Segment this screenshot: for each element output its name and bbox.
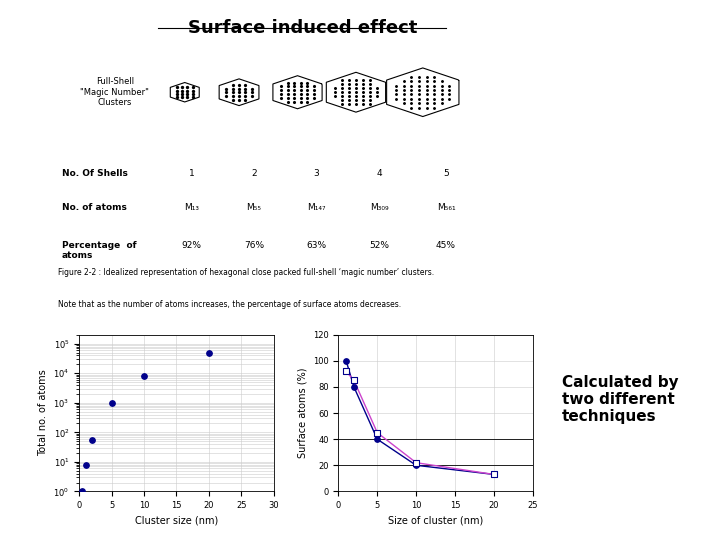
Text: M₅₅: M₅₅ bbox=[246, 202, 261, 212]
Point bbox=[341, 367, 352, 376]
Text: 63%: 63% bbox=[307, 241, 327, 249]
Text: Figure 2-2 : Idealized representation of hexagonal close packed full-shell ‘magi: Figure 2-2 : Idealized representation of… bbox=[58, 268, 433, 276]
Text: Note that as the number of atoms increases, the percentage of surface atoms decr: Note that as the number of atoms increas… bbox=[58, 300, 401, 309]
Y-axis label: Total no. of atoms: Total no. of atoms bbox=[37, 370, 48, 456]
Text: M₃₀₉: M₃₀₉ bbox=[369, 202, 388, 212]
Text: Percentage  of
atoms: Percentage of atoms bbox=[62, 241, 137, 260]
Text: M₅₆₁: M₅₆₁ bbox=[436, 202, 455, 212]
Point bbox=[80, 461, 91, 469]
Point bbox=[86, 436, 98, 444]
Y-axis label: Surface atoms (%): Surface atoms (%) bbox=[297, 368, 307, 458]
Text: 5: 5 bbox=[443, 169, 449, 178]
Text: 1: 1 bbox=[189, 169, 194, 178]
Point bbox=[410, 461, 422, 470]
Text: 3: 3 bbox=[314, 169, 320, 178]
Text: 76%: 76% bbox=[244, 241, 264, 249]
Point bbox=[203, 348, 215, 357]
Text: M₁₄₇: M₁₄₇ bbox=[307, 202, 326, 212]
Point bbox=[488, 470, 500, 479]
Point bbox=[106, 399, 117, 407]
Polygon shape bbox=[171, 83, 199, 102]
Point bbox=[348, 376, 360, 385]
Text: No. Of Shells: No. Of Shells bbox=[62, 169, 128, 178]
Text: 52%: 52% bbox=[369, 241, 389, 249]
Point bbox=[488, 470, 500, 479]
Polygon shape bbox=[326, 72, 386, 112]
Text: 4: 4 bbox=[376, 169, 382, 178]
Point bbox=[341, 356, 352, 365]
Polygon shape bbox=[273, 76, 322, 109]
X-axis label: Cluster size (nm): Cluster size (nm) bbox=[135, 516, 218, 525]
Point bbox=[372, 428, 383, 437]
Text: 92%: 92% bbox=[181, 241, 202, 249]
Text: Calculated by
two different
techniques: Calculated by two different techniques bbox=[562, 375, 678, 424]
Point bbox=[77, 487, 88, 496]
Point bbox=[348, 383, 360, 391]
Polygon shape bbox=[219, 79, 259, 106]
X-axis label: Size of cluster (nm): Size of cluster (nm) bbox=[388, 516, 483, 525]
Text: Full-Shell
"Magic Number"
Clusters: Full-Shell "Magic Number" Clusters bbox=[81, 77, 149, 107]
Polygon shape bbox=[387, 68, 459, 117]
Point bbox=[410, 458, 422, 467]
Text: M₁₃: M₁₃ bbox=[184, 202, 199, 212]
Text: 45%: 45% bbox=[436, 241, 456, 249]
Text: Surface induced effect: Surface induced effect bbox=[188, 19, 417, 37]
Text: No. of atoms: No. of atoms bbox=[62, 202, 127, 212]
Point bbox=[372, 435, 383, 443]
Text: 2: 2 bbox=[251, 169, 257, 178]
Point bbox=[138, 372, 150, 380]
